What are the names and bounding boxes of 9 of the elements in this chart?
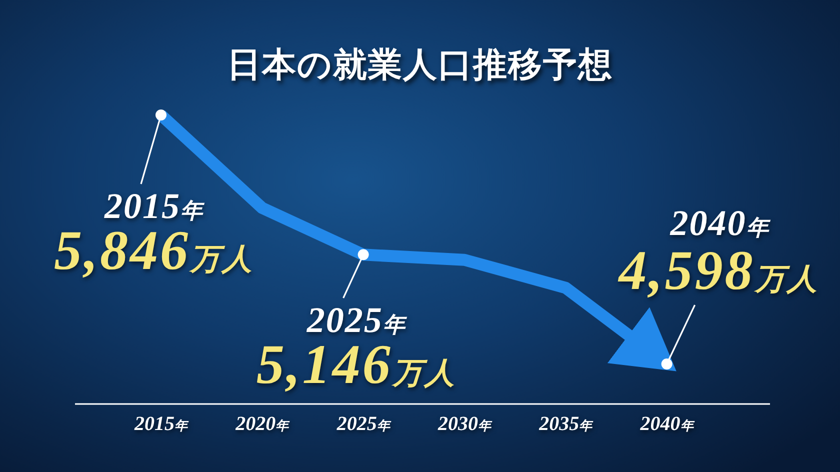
x-tick-label: 2025年 [336, 413, 392, 435]
annotation: 2040年 [669, 203, 772, 243]
chart-title: 日本の就業人口推移予想 [226, 46, 614, 86]
x-tick-label: 2015年 [133, 413, 190, 435]
x-tick-label: 2030年 [436, 413, 493, 435]
x-tick-label: 2020年 [234, 413, 291, 435]
x-tick-label: 2035年 [538, 413, 594, 435]
x-tick-label: 2040年 [639, 413, 696, 435]
data-label: 4,598万人 [618, 240, 819, 302]
